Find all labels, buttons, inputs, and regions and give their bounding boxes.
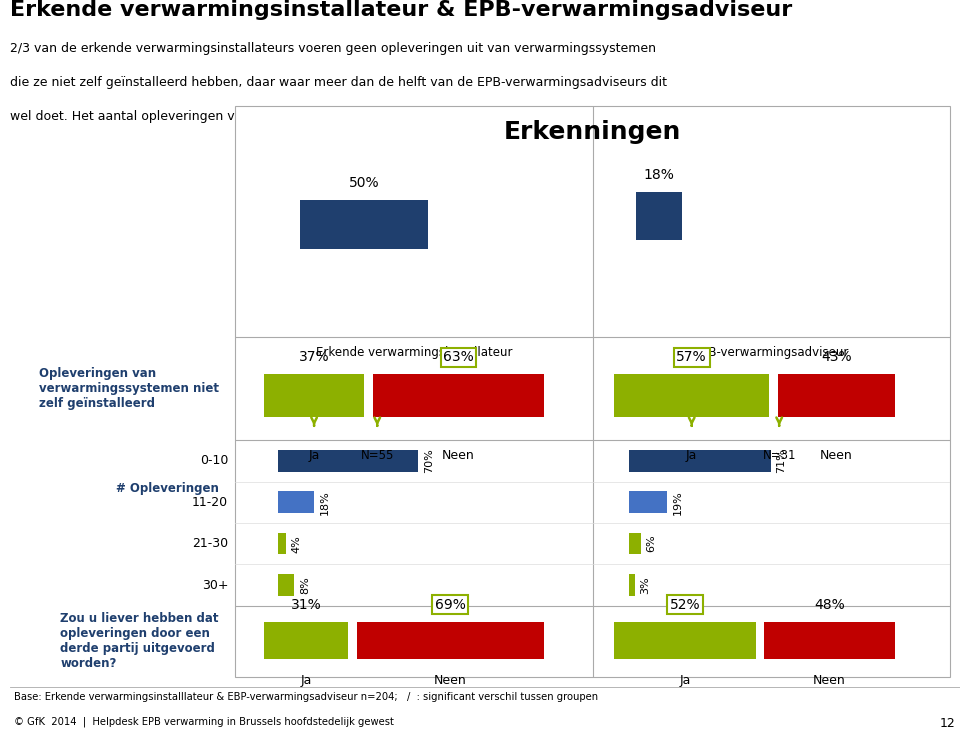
Text: die ze niet zelf geïnstalleerd hebben, daar waar meer dan de helft van de EPB-ve: die ze niet zelf geïnstalleerd hebben, d… <box>10 76 666 89</box>
Text: Neen: Neen <box>813 673 846 687</box>
Text: # Opleveringen: # Opleveringen <box>116 482 219 495</box>
Text: 6%: 6% <box>646 535 657 553</box>
Text: © GfK  2014  |  Helpdesk EPB verwarming in Brussels hoofdstedelijk gewest: © GfK 2014 | Helpdesk EPB verwarming in … <box>14 717 395 727</box>
Bar <box>300 201 428 249</box>
Bar <box>278 533 286 554</box>
Text: Erkende verwarmingsinstallateur: Erkende verwarmingsinstallateur <box>316 346 513 359</box>
Text: Neen: Neen <box>434 673 467 687</box>
Text: Neen: Neen <box>443 449 475 462</box>
Text: 52%: 52% <box>670 598 700 612</box>
Text: Zou u liever hebben dat
opleveringen door een
derde partij uitgevoerd
worden?: Zou u liever hebben dat opleveringen doo… <box>60 613 219 671</box>
Text: 31%: 31% <box>291 598 322 612</box>
Bar <box>357 622 544 660</box>
Bar <box>629 533 640 554</box>
Text: Neen: Neen <box>820 449 852 462</box>
Bar <box>629 491 666 513</box>
FancyBboxPatch shape <box>235 106 950 677</box>
Text: Ja: Ja <box>308 449 320 462</box>
Bar <box>264 622 348 660</box>
Text: 2/3 van de erkende verwarmingsinstallateurs voeren geen opleveringen uit van ver: 2/3 van de erkende verwarmingsinstallate… <box>10 42 656 56</box>
Text: 50%: 50% <box>348 176 379 190</box>
Bar <box>372 375 544 417</box>
Text: 30+: 30+ <box>202 578 228 591</box>
Text: 0-10: 0-10 <box>200 455 228 467</box>
Bar <box>614 622 756 660</box>
Text: Base: Erkende verwarmingsinstalllateur & EBP-verwarmingsadviseur n=204;   /  : s: Base: Erkende verwarmingsinstalllateur &… <box>14 692 598 703</box>
Text: 18%: 18% <box>643 168 674 182</box>
Text: 11-20: 11-20 <box>192 496 228 509</box>
Bar <box>278 491 314 513</box>
Text: 48%: 48% <box>814 598 845 612</box>
Text: 12: 12 <box>940 717 955 730</box>
Text: Ja: Ja <box>686 449 697 462</box>
Text: Erkende verwarmingsinstallateur & EPB-verwarmingsadviseur: Erkende verwarmingsinstallateur & EPB-ve… <box>10 0 792 20</box>
Bar <box>278 574 294 596</box>
Text: EPB-verwarmingsadviseur: EPB-verwarmingsadviseur <box>694 346 849 359</box>
Bar <box>764 622 895 660</box>
Text: 70%: 70% <box>424 449 434 473</box>
Text: 4%: 4% <box>292 535 301 553</box>
Bar <box>264 375 365 417</box>
Text: N=55: N=55 <box>361 449 394 462</box>
Text: 19%: 19% <box>672 490 683 515</box>
Text: 69%: 69% <box>435 598 466 612</box>
Text: wel doet. Het aantal opleveringen van dit type is over het algemeen minder dan 2: wel doet. Het aantal opleveringen van di… <box>10 111 590 124</box>
Text: 3%: 3% <box>640 576 650 594</box>
Bar <box>629 574 635 596</box>
Text: Ja: Ja <box>680 673 690 687</box>
Text: 37%: 37% <box>299 350 329 365</box>
Text: Ja: Ja <box>300 673 312 687</box>
Text: Erkenningen: Erkenningen <box>504 120 682 144</box>
Text: 18%: 18% <box>320 490 330 515</box>
Text: 63%: 63% <box>444 350 474 365</box>
Bar <box>629 450 771 471</box>
Text: 71%: 71% <box>777 449 786 473</box>
Text: 57%: 57% <box>677 350 707 365</box>
Bar <box>778 375 895 417</box>
Bar <box>636 192 682 240</box>
Bar <box>614 375 769 417</box>
Bar <box>278 450 419 471</box>
Text: 8%: 8% <box>300 576 310 594</box>
Text: 21-30: 21-30 <box>192 537 228 550</box>
Text: Opleveringen van
verwarmingssystemen niet
zelf geïnstalleerd: Opleveringen van verwarmingssystemen nie… <box>38 367 219 410</box>
Text: N=31: N=31 <box>762 449 796 462</box>
Text: 43%: 43% <box>821 350 852 365</box>
